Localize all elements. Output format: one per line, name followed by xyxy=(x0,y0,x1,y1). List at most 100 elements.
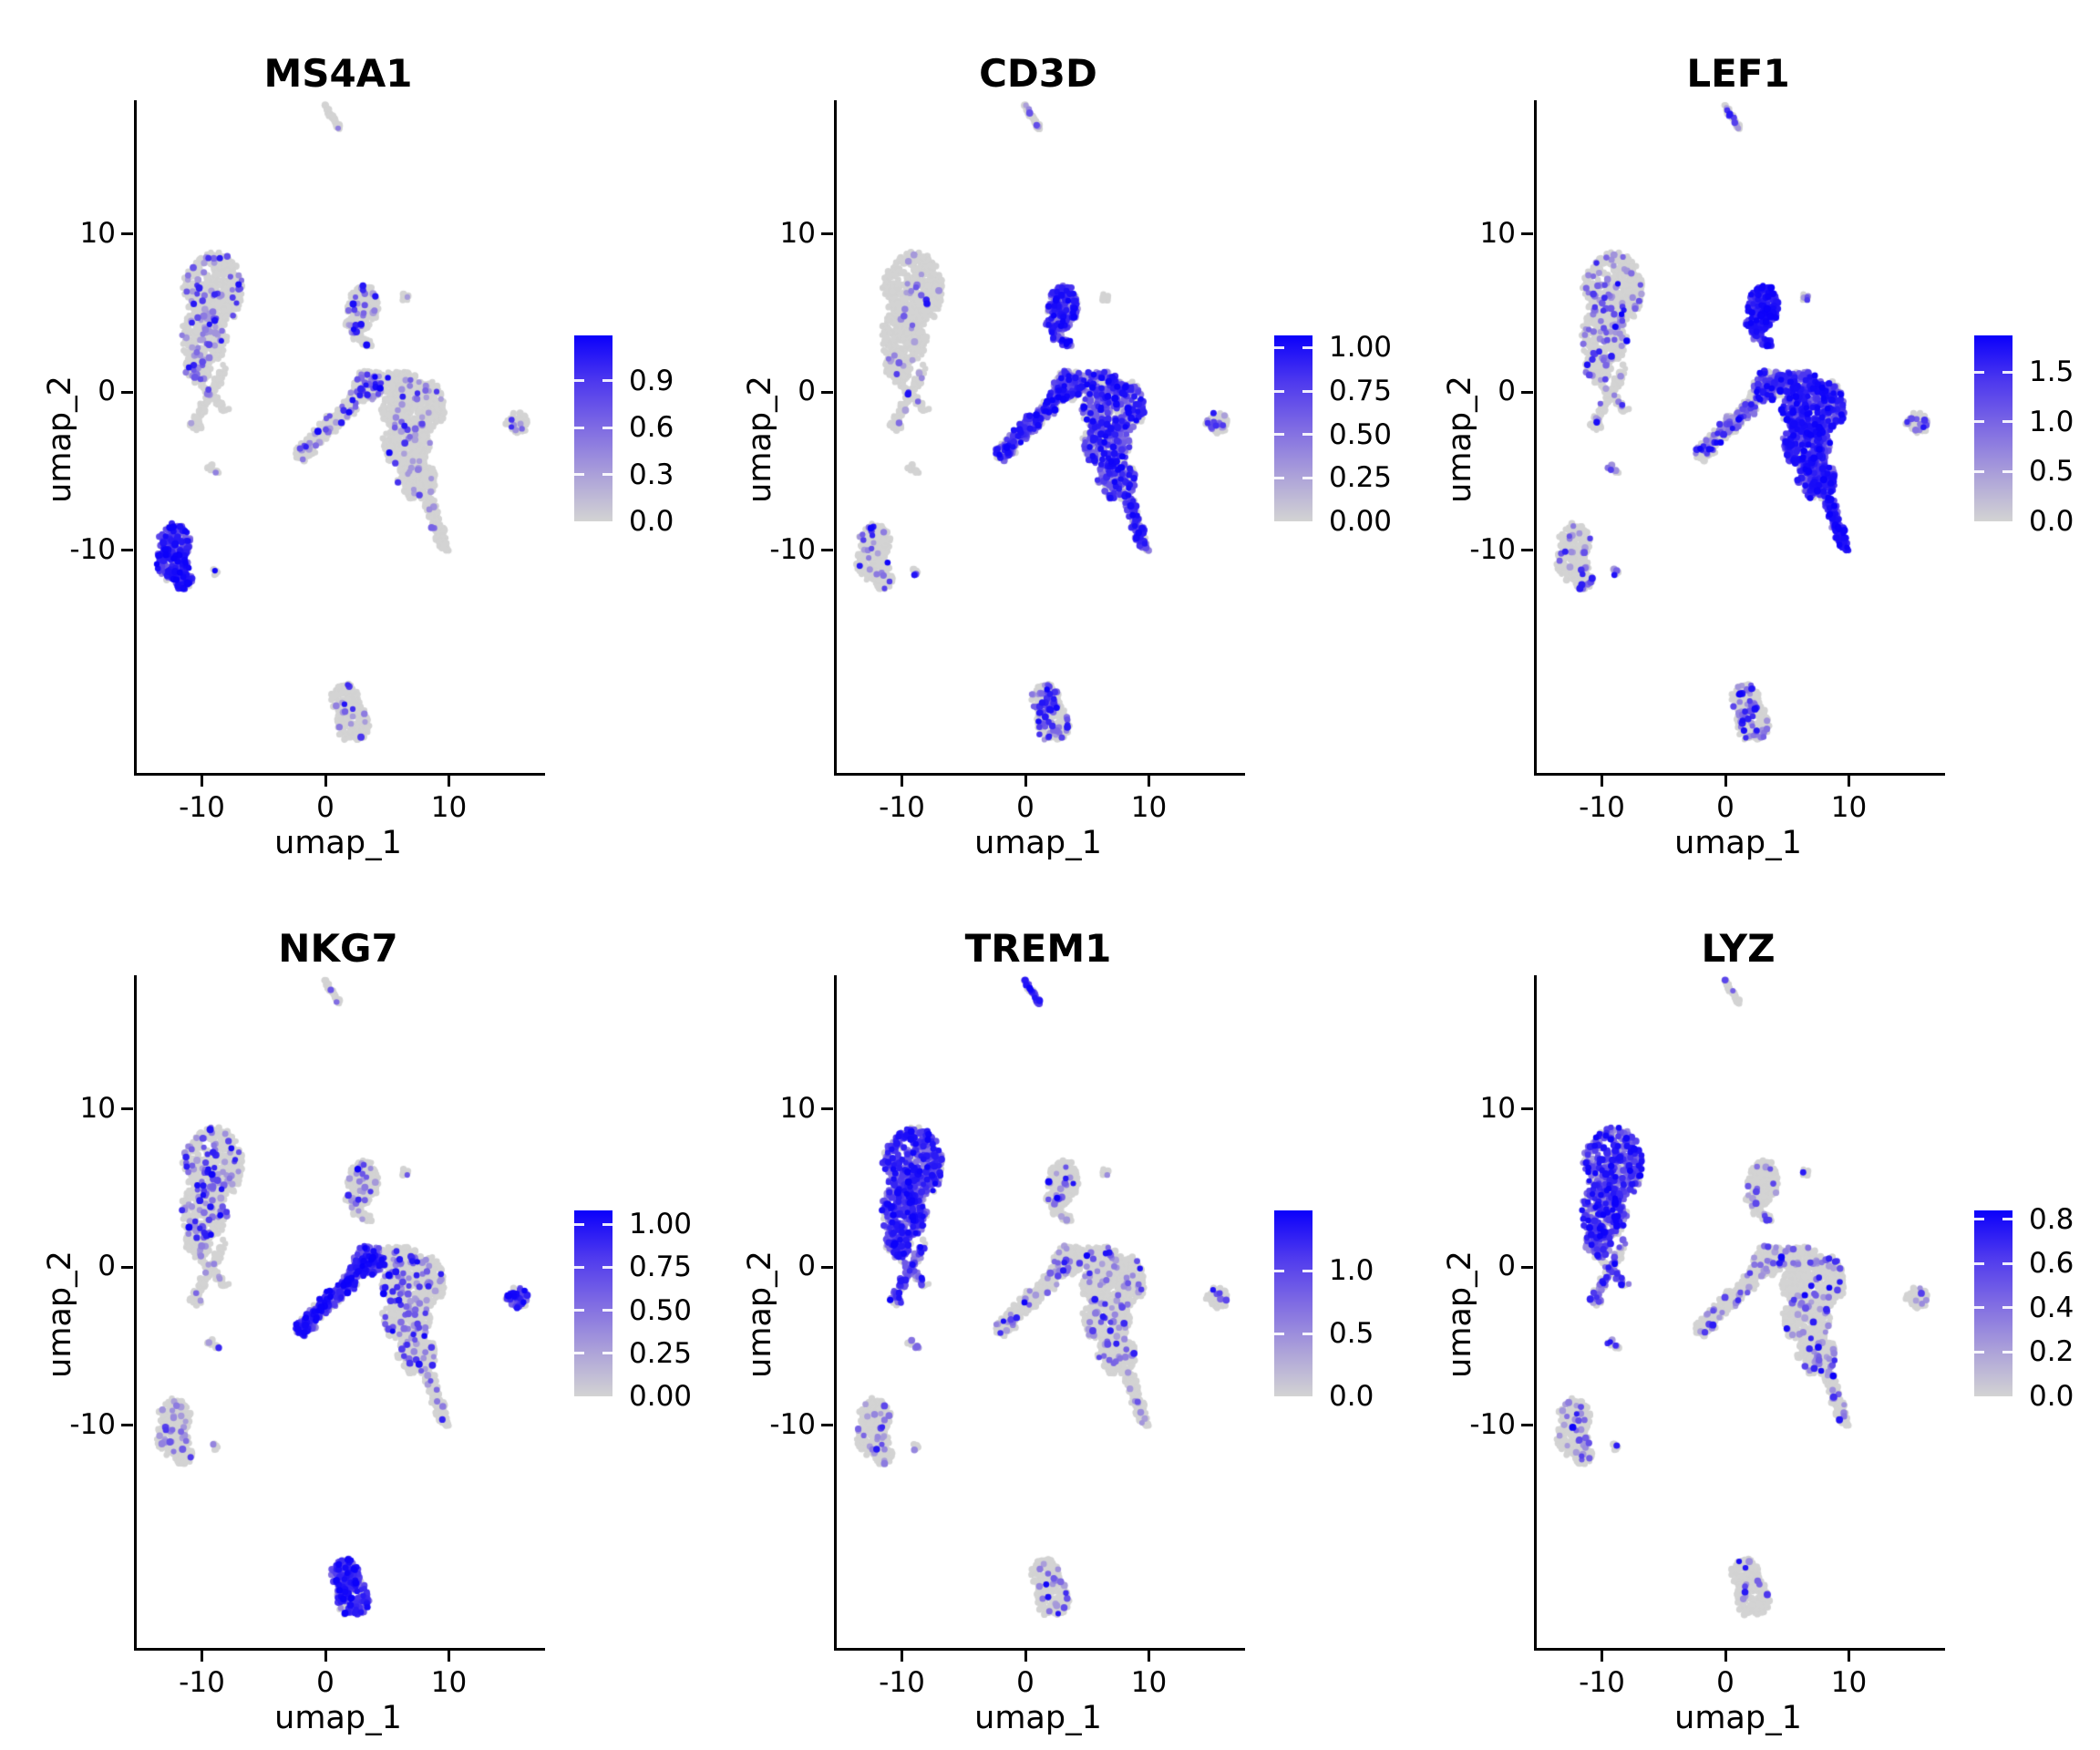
x-axis-tick-label: 0 xyxy=(1016,791,1035,824)
colorbar-tick-label: 0.00 xyxy=(629,1380,693,1413)
x-axis-tick-label: 0 xyxy=(316,1666,335,1699)
y-axis-tick-label: 10 xyxy=(79,1091,116,1125)
colorbar-tick xyxy=(1274,433,1284,437)
colorbar-tick xyxy=(1974,1306,1984,1310)
y-axis-tick-label: 0 xyxy=(98,1250,116,1282)
x-axis-tick-label: -10 xyxy=(879,791,925,824)
y-axis-tick xyxy=(121,1107,133,1110)
colorbar-tick xyxy=(602,1222,612,1226)
colorbar-tick-label: 0.75 xyxy=(1329,375,1393,407)
colorbar-tick xyxy=(602,426,612,429)
x-axis-tick xyxy=(1024,1650,1027,1662)
colorbar-tick xyxy=(574,473,584,477)
colorbar-tick-label: 0.00 xyxy=(1329,505,1393,538)
y-axis-tick xyxy=(1521,1107,1533,1110)
colorbar-tick xyxy=(2002,1306,2012,1310)
y-axis-tick xyxy=(1521,232,1533,235)
colorbar-tick-label: 0.6 xyxy=(2029,1247,2074,1281)
y-axis-tick-label: 10 xyxy=(79,216,116,250)
colorbar-tick xyxy=(1302,1332,1312,1335)
colorbar-tick-label: 0.4 xyxy=(2029,1291,2074,1324)
colorbar-tick-label: 0.5 xyxy=(1329,1317,1374,1351)
expression-colorbar xyxy=(1274,335,1312,521)
x-axis-label: umap_1 xyxy=(274,1700,402,1736)
colorbar-tick-label: 1.0 xyxy=(1329,1254,1374,1288)
y-axis-tick xyxy=(121,1265,133,1269)
y-axis-tick xyxy=(821,549,833,551)
x-axis-tick xyxy=(1724,775,1727,787)
colorbar-tick xyxy=(2002,420,2012,424)
x-axis-label: umap_1 xyxy=(974,1700,1102,1736)
x-axis-tick xyxy=(1848,775,1850,787)
y-axis-tick xyxy=(821,1424,833,1426)
y-axis-tick xyxy=(121,549,133,551)
colorbar-tick-label: 0.75 xyxy=(629,1251,693,1284)
feature-panel-1: MS4A1 umap_1 umap_2 -10 0 10 10 0 -10 0.9 0.6 0.… xyxy=(0,0,700,875)
colorbar-tick xyxy=(602,1309,612,1312)
y-axis-label: umap_2 xyxy=(1442,1251,1478,1378)
colorbar-tick xyxy=(1974,370,1984,374)
x-axis-tick-label: -10 xyxy=(179,1666,225,1699)
expression-colorbar xyxy=(574,1210,612,1396)
colorbar-tick-label: 0.25 xyxy=(1329,461,1393,495)
colorbar-tick-label: 0.2 xyxy=(2029,1335,2074,1369)
colorbar-tick-label: 0.0 xyxy=(629,505,674,538)
colorbar-tick-label: 0.0 xyxy=(2029,505,2074,538)
x-axis-tick xyxy=(201,1650,203,1662)
feature-panel-2: CD3D umap_1 umap_2 -10 0 10 10 0 -10 1.00 0.75 0… xyxy=(700,0,1400,875)
feature-panel-3: LEF1 umap_1 umap_2 -10 0 10 10 0 -10 1.5 1.0 0.5… xyxy=(1400,0,2100,875)
colorbar-tick-label: 0.6 xyxy=(629,411,674,445)
colorbar-tick xyxy=(1302,1269,1312,1272)
x-axis-tick-label: 10 xyxy=(1130,791,1168,824)
colorbar-tick xyxy=(602,379,612,383)
y-axis-tick-label: 0 xyxy=(798,1250,816,1282)
colorbar-tick xyxy=(2002,469,2012,473)
colorbar-tick xyxy=(1974,420,1984,424)
expression-colorbar xyxy=(1274,1210,1312,1396)
x-axis-tick-label: 0 xyxy=(1016,1666,1035,1699)
x-axis-tick xyxy=(1148,1650,1150,1662)
x-axis-tick xyxy=(1024,775,1027,787)
y-axis-tick xyxy=(1521,549,1533,551)
colorbar-tick xyxy=(574,1352,584,1355)
colorbar-tick xyxy=(1302,345,1312,349)
panel-title: CD3D xyxy=(979,50,1097,96)
x-axis-tick xyxy=(201,775,203,787)
umap-scatter-canvas xyxy=(837,100,1245,773)
x-axis-tick-label: -10 xyxy=(1579,1666,1625,1699)
y-axis-tick xyxy=(121,1424,133,1426)
colorbar-tick-label: 0.5 xyxy=(2029,455,2074,489)
colorbar-tick xyxy=(602,1352,612,1355)
y-axis-tick-label: -10 xyxy=(769,1407,816,1441)
colorbar-tick xyxy=(2002,1218,2012,1221)
colorbar-tick-label: 1.00 xyxy=(1329,331,1393,365)
plot-area xyxy=(134,100,545,776)
x-axis-tick-label: 10 xyxy=(430,1666,468,1699)
colorbar-tick xyxy=(602,1265,612,1269)
colorbar-tick xyxy=(1974,1218,1984,1221)
colorbar-tick xyxy=(1302,389,1312,393)
x-axis-tick-label: 10 xyxy=(1130,1666,1168,1699)
y-axis-tick-label: 10 xyxy=(779,216,816,250)
x-axis-label: umap_1 xyxy=(1674,1700,1802,1736)
x-axis-tick-label: 10 xyxy=(1830,1666,1868,1699)
colorbar-tick xyxy=(1274,476,1284,479)
umap-scatter-canvas xyxy=(1537,100,1945,773)
y-axis-tick-label: 10 xyxy=(1479,1091,1516,1125)
plot-area xyxy=(1534,100,1945,776)
x-axis-tick xyxy=(448,1650,450,1662)
y-axis-tick xyxy=(821,390,833,394)
colorbar-tick-label: 1.5 xyxy=(2029,355,2074,389)
x-axis-tick-label: 10 xyxy=(1830,791,1868,824)
colorbar-tick xyxy=(2002,1261,2012,1265)
colorbar-tick xyxy=(2002,1350,2012,1354)
y-axis-label: umap_2 xyxy=(42,1251,78,1378)
plot-area xyxy=(134,975,545,1651)
colorbar-tick-label: 0.3 xyxy=(629,458,674,491)
umap-scatter-canvas xyxy=(837,975,1245,1648)
colorbar-tick xyxy=(2002,370,2012,374)
y-axis-tick-label: -10 xyxy=(69,1407,116,1441)
umap-scatter-canvas xyxy=(1537,975,1945,1648)
colorbar-tick xyxy=(1302,433,1312,437)
